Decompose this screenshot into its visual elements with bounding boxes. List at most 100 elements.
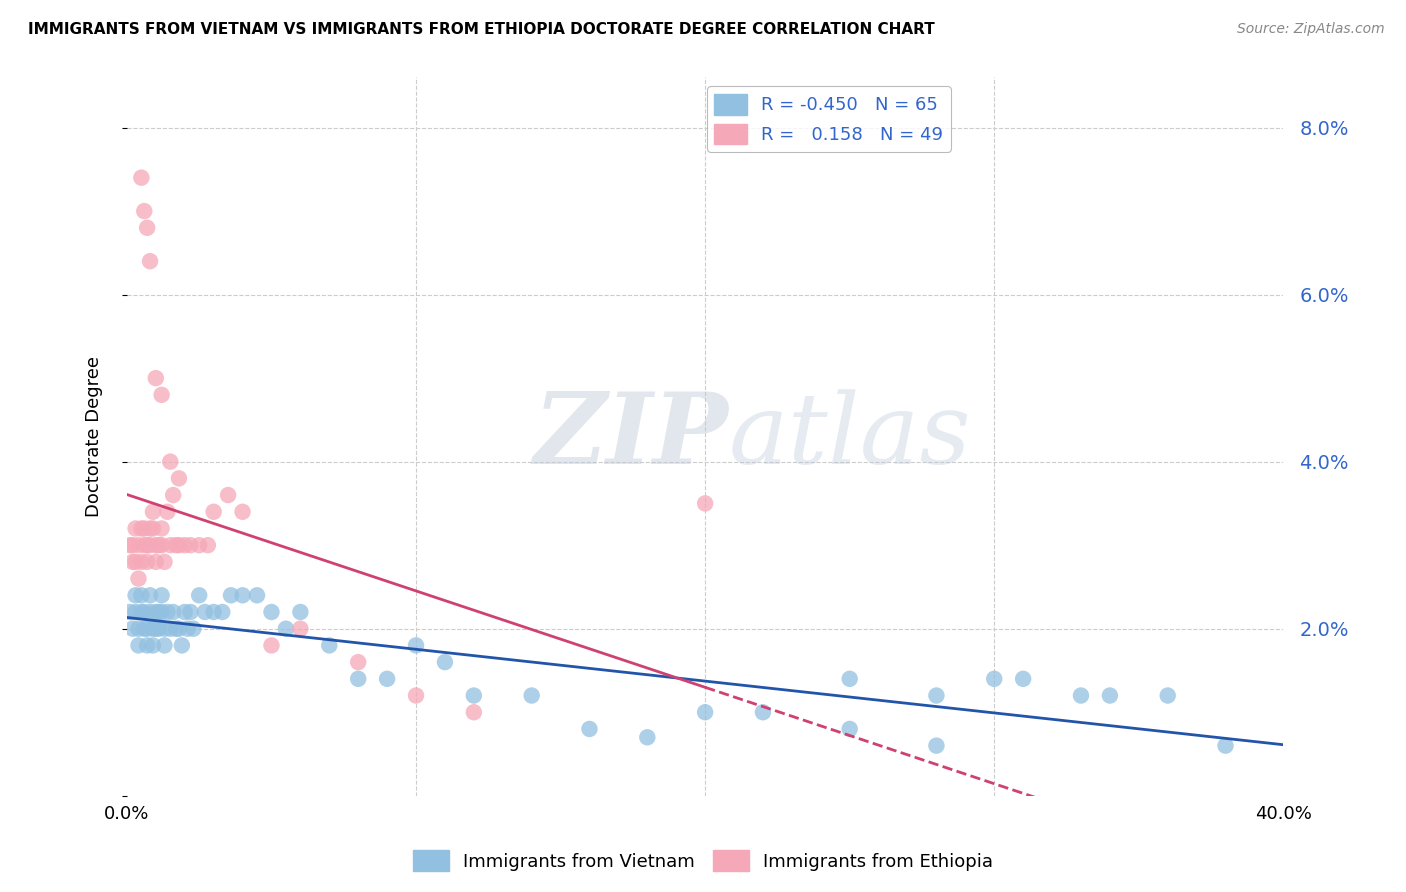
Point: [127, 572, 149, 586]
Point: [145, 622, 167, 636]
Point: [142, 622, 165, 636]
Point: [145, 555, 167, 569]
Point: [260, 639, 283, 653]
Text: atlas: atlas: [728, 389, 972, 484]
Point: [139, 538, 162, 552]
Point: [1157, 689, 1180, 703]
Point: [290, 622, 312, 636]
Point: [167, 471, 190, 485]
Point: [162, 605, 184, 619]
Point: [274, 622, 297, 636]
Point: [176, 622, 198, 636]
Point: [156, 505, 179, 519]
Point: [405, 639, 427, 653]
Legend: Immigrants from Vietnam, Immigrants from Ethiopia: Immigrants from Vietnam, Immigrants from…: [405, 843, 1001, 879]
Point: [636, 731, 658, 745]
Point: [463, 705, 485, 719]
Point: [180, 605, 202, 619]
Point: [752, 705, 775, 719]
Point: [347, 655, 370, 669]
Point: [131, 588, 153, 602]
Point: [124, 555, 146, 569]
Point: [139, 588, 162, 602]
Point: [1098, 689, 1121, 703]
Point: [150, 538, 173, 552]
Point: [838, 722, 860, 736]
Point: [142, 521, 165, 535]
Point: [1070, 689, 1092, 703]
Point: [375, 672, 398, 686]
Point: [165, 538, 187, 552]
Point: [134, 538, 156, 552]
Point: [145, 371, 167, 385]
Point: [925, 739, 948, 753]
Point: [211, 605, 233, 619]
Point: [290, 605, 312, 619]
Point: [139, 254, 162, 268]
Point: [433, 655, 456, 669]
Point: [131, 555, 153, 569]
Point: [134, 204, 156, 219]
Text: Source: ZipAtlas.com: Source: ZipAtlas.com: [1237, 22, 1385, 37]
Point: [202, 505, 225, 519]
Point: [260, 605, 283, 619]
Point: [121, 555, 143, 569]
Point: [173, 605, 195, 619]
Point: [165, 622, 187, 636]
Text: ZIP: ZIP: [533, 388, 728, 485]
Point: [463, 689, 485, 703]
Point: [578, 722, 600, 736]
Point: [131, 521, 153, 535]
Point: [139, 605, 162, 619]
Point: [170, 639, 193, 653]
Point: [121, 538, 143, 552]
Point: [159, 455, 181, 469]
Point: [148, 605, 170, 619]
Point: [136, 538, 159, 552]
Point: [139, 521, 162, 535]
Point: [162, 488, 184, 502]
Point: [121, 622, 143, 636]
Point: [145, 538, 167, 552]
Point: [136, 555, 159, 569]
Point: [167, 538, 190, 552]
Point: [520, 689, 543, 703]
Point: [136, 622, 159, 636]
Point: [131, 170, 153, 185]
Point: [159, 538, 181, 552]
Point: [983, 672, 1005, 686]
Point: [219, 588, 242, 602]
Point: [180, 538, 202, 552]
Point: [167, 622, 190, 636]
Point: [183, 622, 205, 636]
Point: [1215, 739, 1237, 753]
Point: [145, 605, 167, 619]
Point: [695, 705, 717, 719]
Point: [188, 538, 211, 552]
Point: [194, 605, 217, 619]
Point: [136, 639, 159, 653]
Point: [246, 588, 269, 602]
Point: [148, 538, 170, 552]
Point: [131, 605, 153, 619]
Point: [153, 555, 176, 569]
Point: [217, 488, 239, 502]
Point: [134, 622, 156, 636]
Point: [127, 622, 149, 636]
Point: [127, 538, 149, 552]
Point: [188, 588, 211, 602]
Point: [156, 605, 179, 619]
Point: [925, 689, 948, 703]
Point: [118, 538, 141, 552]
Point: [153, 622, 176, 636]
Point: [136, 220, 159, 235]
Point: [127, 639, 149, 653]
Point: [150, 388, 173, 402]
Point: [695, 496, 717, 510]
Point: [148, 622, 170, 636]
Point: [150, 588, 173, 602]
Legend: R = -0.450   N = 65, R =   0.158   N = 49: R = -0.450 N = 65, R = 0.158 N = 49: [707, 87, 950, 152]
Point: [124, 588, 146, 602]
Point: [405, 689, 427, 703]
Point: [150, 521, 173, 535]
